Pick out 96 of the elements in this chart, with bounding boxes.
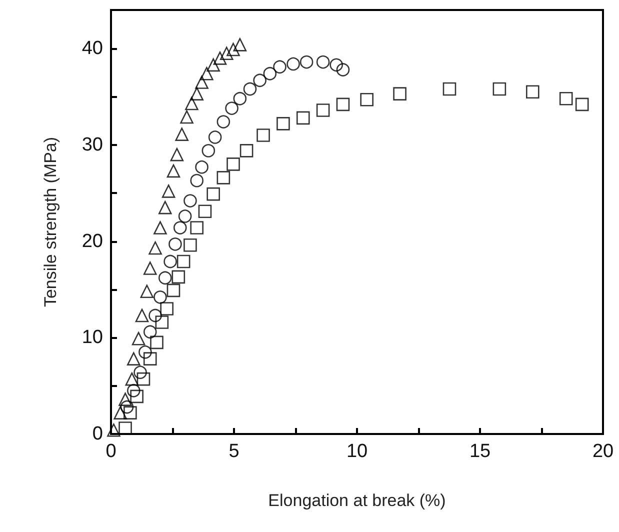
point <box>316 55 330 69</box>
point <box>206 187 220 201</box>
point <box>158 200 172 214</box>
point <box>243 82 257 96</box>
point <box>206 58 220 72</box>
y-tick-label: 20 <box>82 230 103 252</box>
point <box>559 92 573 106</box>
point <box>208 130 222 144</box>
point <box>172 270 186 284</box>
point <box>135 308 149 322</box>
y-tick-label: 10 <box>82 327 103 348</box>
point <box>140 284 154 298</box>
point <box>195 76 208 89</box>
point <box>124 406 137 420</box>
point <box>492 82 506 96</box>
point <box>253 74 266 87</box>
point <box>143 262 157 275</box>
point <box>190 221 204 234</box>
point <box>226 158 240 171</box>
point <box>360 92 374 106</box>
point <box>170 148 184 162</box>
point <box>162 184 176 198</box>
point <box>216 171 230 184</box>
point <box>180 110 194 124</box>
point <box>176 254 190 268</box>
x-axis-title: Elongation at break (%) <box>268 491 446 510</box>
point <box>136 372 150 386</box>
point <box>184 238 197 252</box>
point <box>185 96 198 110</box>
point <box>178 210 192 223</box>
x-tick-label: 5 <box>228 441 240 462</box>
point <box>233 38 247 52</box>
point <box>226 42 240 56</box>
point <box>233 92 247 106</box>
point <box>200 66 214 80</box>
point <box>154 290 167 304</box>
point <box>166 284 180 298</box>
point <box>154 221 167 234</box>
point <box>276 117 290 130</box>
point <box>120 400 134 414</box>
point <box>130 390 144 404</box>
x-tick-label: 20 <box>592 441 614 462</box>
point <box>216 115 230 128</box>
point <box>336 98 350 112</box>
point <box>143 352 157 366</box>
point <box>132 332 146 346</box>
point <box>256 128 270 142</box>
point <box>190 174 204 188</box>
x-tick-label: 15 <box>469 441 491 462</box>
point <box>575 98 589 112</box>
point <box>160 302 174 316</box>
point <box>225 102 238 115</box>
point <box>134 366 147 379</box>
point <box>143 325 157 338</box>
point <box>190 87 204 100</box>
x-tick-label: 10 <box>346 441 368 462</box>
point <box>126 384 140 398</box>
point <box>138 345 152 359</box>
point <box>240 144 254 158</box>
point <box>148 241 162 255</box>
point <box>300 55 314 69</box>
point <box>150 336 164 350</box>
point <box>442 82 456 96</box>
point <box>107 423 120 437</box>
point <box>213 52 227 65</box>
point <box>173 221 187 234</box>
point <box>273 60 286 74</box>
point <box>175 128 188 141</box>
point <box>202 144 216 158</box>
point <box>125 372 139 386</box>
point <box>166 164 180 178</box>
point <box>330 58 343 72</box>
y-tick-label: 0 <box>92 424 103 444</box>
point <box>316 104 330 117</box>
point <box>158 271 172 285</box>
point <box>195 160 208 174</box>
point <box>286 57 300 71</box>
point <box>118 392 132 406</box>
point <box>393 87 406 100</box>
point <box>164 254 177 268</box>
point <box>526 85 540 99</box>
point <box>126 352 140 366</box>
point <box>198 204 212 218</box>
point <box>155 316 169 329</box>
point <box>114 406 127 420</box>
point <box>148 308 162 322</box>
point <box>263 66 277 80</box>
point <box>336 63 350 76</box>
point <box>220 46 234 60</box>
y-tick-label: 40 <box>82 38 103 60</box>
x-tick-label: 0 <box>106 441 116 462</box>
point <box>184 194 197 208</box>
y-tick-label: 30 <box>82 134 103 156</box>
point <box>296 111 310 125</box>
point <box>168 238 182 251</box>
y-axis-title: Tensile strength (MPa) <box>41 136 60 308</box>
